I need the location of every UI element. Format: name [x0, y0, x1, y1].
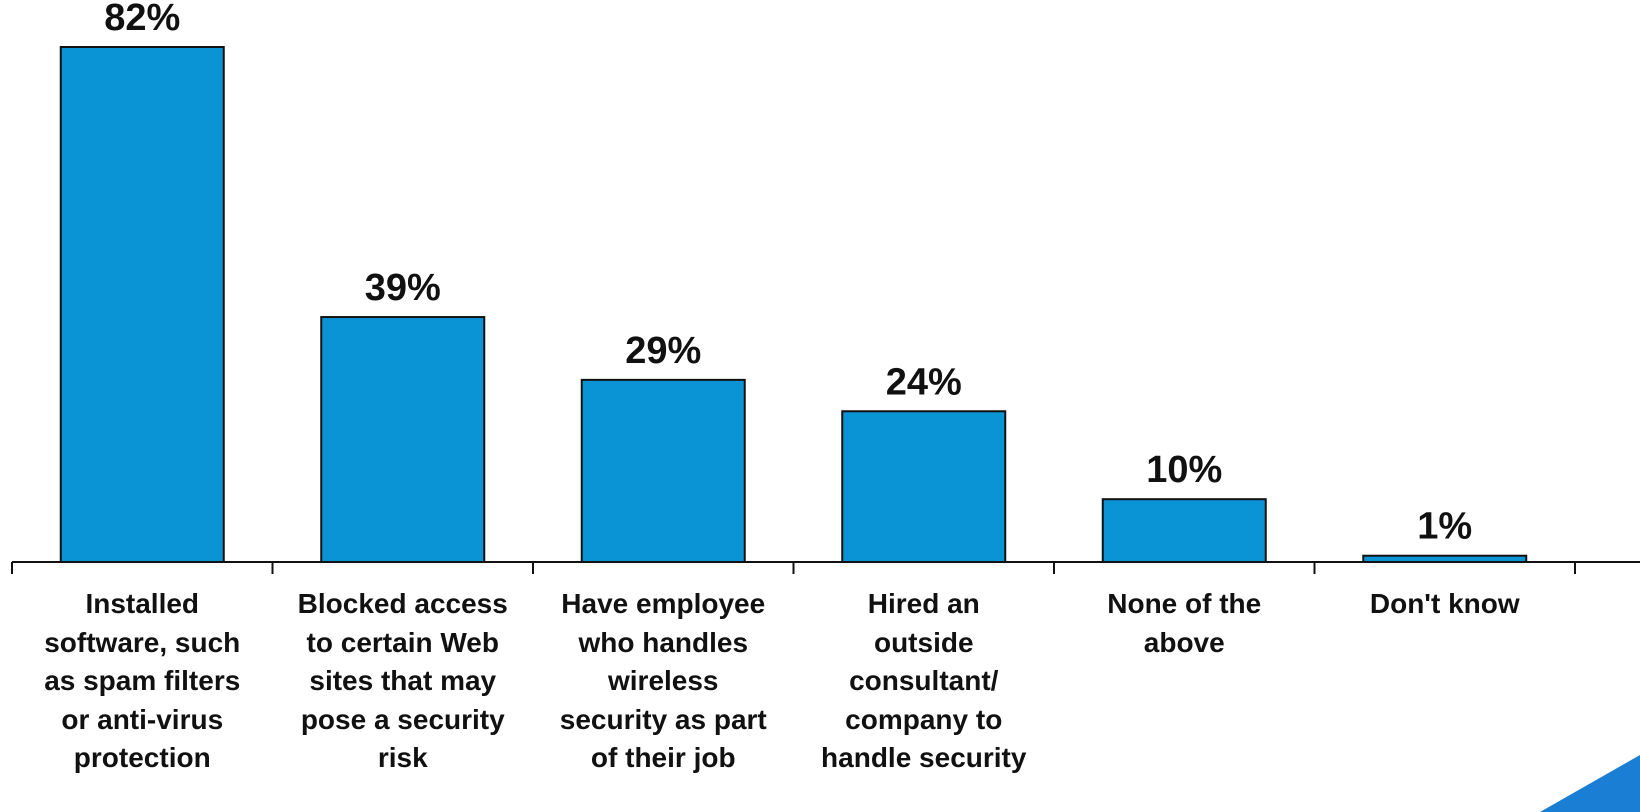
bar-5	[1101, 498, 1267, 564]
category-label-1: Installed software, such as spam filters or…	[17, 585, 267, 778]
category-label-line: as spam filters	[44, 665, 241, 696]
category-label-line: or anti-virus	[61, 703, 224, 735]
value-label-5: 10%	[1146, 449, 1222, 491]
category-label-line: wireless	[607, 665, 719, 696]
value-label-2: 39%	[365, 267, 441, 309]
value-label-3: 29%	[625, 330, 701, 372]
category-label-line: sites that may	[309, 665, 497, 696]
category-label-4: Hired an outside consultant/company to hand…	[799, 585, 1049, 778]
bar-1	[59, 46, 225, 563]
category-label-line: protection	[73, 742, 211, 773]
corner-accent-shape	[1540, 755, 1640, 812]
category-label-line: company to	[845, 703, 1003, 735]
category-label-line: Hired an	[867, 588, 980, 619]
category-label-2: Blocked access to certain Web sites that m…	[278, 585, 528, 778]
value-label-1: 82%	[104, 0, 180, 39]
category-label-line: software, such	[44, 626, 241, 658]
category-label-line: pose a security	[300, 703, 505, 735]
category-label-line: risk	[377, 742, 428, 773]
value-label-6: 1%	[1417, 506, 1472, 548]
value-labels-group: 82% 39% 29% 24% 10% 1%	[104, 0, 1472, 548]
category-label-line: consultant/	[849, 665, 999, 696]
category-label-line: to certain Web	[306, 626, 499, 658]
bar-3	[580, 378, 746, 563]
category-label-line: Don't know	[1369, 588, 1520, 619]
category-label-line: Have employee	[561, 588, 766, 619]
category-label-line: above	[1143, 626, 1225, 658]
category-label-line: outside	[873, 626, 974, 658]
category-label-3: Have employee who handles wireless security…	[538, 585, 788, 778]
category-label-line: of their job	[590, 742, 736, 773]
bars-group	[59, 46, 1528, 564]
category-label-5: None of the above	[1059, 585, 1309, 662]
bar-2	[320, 316, 486, 563]
bar-4	[841, 410, 1007, 563]
x-axis-ticks	[11, 562, 1576, 574]
category-label-line: security as part	[559, 703, 767, 735]
category-label-line: None of the	[1107, 588, 1262, 619]
category-label-6: Don't know	[1320, 585, 1570, 624]
value-label-4: 24%	[886, 361, 962, 403]
category-label-line: Blocked access	[297, 588, 508, 619]
category-label-line: Installed	[85, 588, 200, 619]
category-label-line: handle security	[821, 742, 1027, 773]
category-label-line: who handles	[578, 626, 749, 658]
